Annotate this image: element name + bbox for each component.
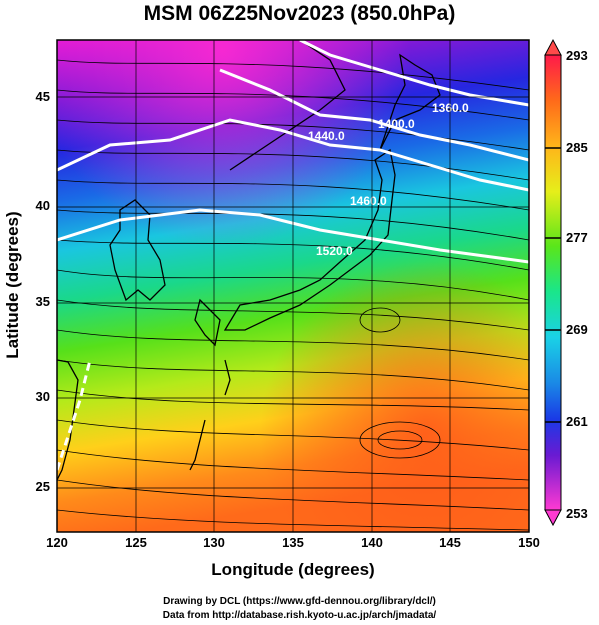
wind-streamlines: [57, 59, 529, 531]
map-title: MSM 06Z25Nov2023 (850.0hPa): [143, 2, 456, 25]
y-tick-35: 35: [35, 294, 50, 309]
x-tick-140: 140: [361, 535, 383, 550]
colorbar-max-arrow: [544, 38, 562, 56]
y-tick-40: 40: [35, 198, 50, 213]
y-tick-45: 45: [35, 89, 50, 104]
contour-label-1400: 1400.0: [378, 117, 415, 131]
contour-labels: 1360.0 1400.0 1440.0 1460.0 1520.0: [308, 101, 469, 258]
colorbar-tick-277: 277: [566, 230, 588, 245]
map-gridlines: [57, 40, 529, 532]
colorbar-min-arrow: [544, 509, 562, 527]
coastlines: [57, 40, 441, 481]
x-tick-135: 135: [282, 535, 304, 550]
x-tick-125: 125: [125, 535, 147, 550]
colorbar-tick-285: 285: [566, 140, 588, 155]
x-tick-130: 130: [203, 535, 225, 550]
contour-label-1460: 1460.0: [350, 194, 387, 208]
contour-label-1440: 1440.0: [308, 129, 345, 143]
colorbar-tick-269: 269: [566, 322, 588, 337]
contour-label-1520: 1520.0: [316, 244, 353, 258]
x-tick-145: 145: [439, 535, 461, 550]
credit-drawing: Drawing by DCL (https://www.gfd-dennou.o…: [163, 596, 436, 607]
y-tick-25: 25: [35, 479, 50, 494]
colorbar-tick-293: 293: [566, 48, 588, 63]
x-axis-label: Longitude (degrees): [211, 560, 375, 579]
colorbar-tick-253: 253: [566, 506, 588, 521]
colorbar: [544, 38, 562, 527]
y-tick-30: 30: [35, 389, 50, 404]
x-tick-150: 150: [518, 535, 540, 550]
y-axis-label: Latitude (degrees): [3, 211, 22, 359]
credit-data: Data from http://database.rish.kyoto-u.a…: [162, 610, 437, 621]
contour-label-1360: 1360.0: [432, 101, 469, 115]
colorbar-tick-261: 261: [566, 414, 588, 429]
x-tick-120: 120: [46, 535, 68, 550]
map-frame: [56, 39, 530, 533]
